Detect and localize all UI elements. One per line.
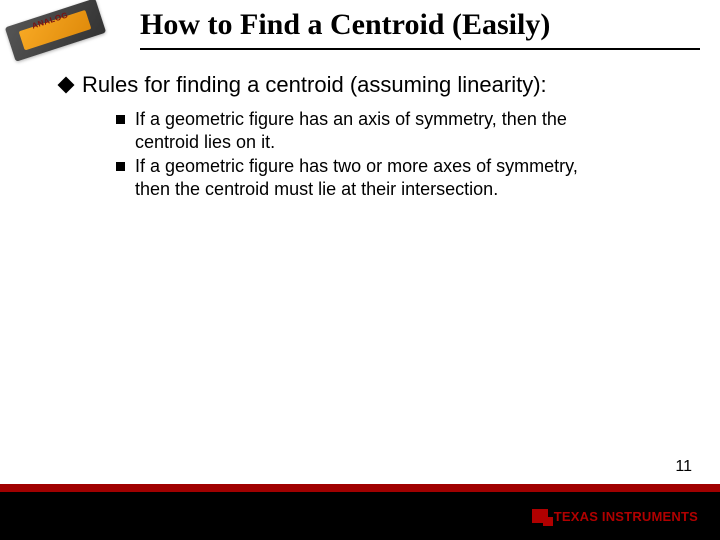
bullet-level1-text: Rules for finding a centroid (assuming l… xyxy=(82,72,547,98)
brand-chip-graphic xyxy=(5,0,106,62)
bullet-level1: Rules for finding a centroid (assuming l… xyxy=(60,72,680,98)
title-underline xyxy=(140,48,700,50)
title-region: How to Find a Centroid (Easily) xyxy=(140,8,700,50)
footer-black-bar: TEXAS INSTRUMENTS xyxy=(0,492,720,540)
footer-red-bar xyxy=(0,484,720,492)
ti-company-name: TEXAS INSTRUMENTS xyxy=(554,509,698,524)
ti-chip-icon xyxy=(532,509,548,523)
bullet-level2-text: If a geometric figure has an axis of sym… xyxy=(135,108,615,153)
diamond-bullet-icon xyxy=(58,77,75,94)
square-bullet-icon xyxy=(116,162,125,171)
bullet-level2-item: If a geometric figure has an axis of sym… xyxy=(116,108,680,153)
bullet-level2-text: If a geometric figure has two or more ax… xyxy=(135,155,615,200)
slide: ANALOG How to Find a Centroid (Easily) R… xyxy=(0,0,720,540)
square-bullet-icon xyxy=(116,115,125,124)
ti-logo: TEXAS INSTRUMENTS xyxy=(532,509,698,524)
page-number: 11 xyxy=(675,458,692,476)
bullet-level2-list: If a geometric figure has an axis of sym… xyxy=(116,108,680,200)
content-region: Rules for finding a centroid (assuming l… xyxy=(60,72,680,202)
slide-title: How to Find a Centroid (Easily) xyxy=(140,8,700,48)
bullet-level2-item: If a geometric figure has two or more ax… xyxy=(116,155,680,200)
